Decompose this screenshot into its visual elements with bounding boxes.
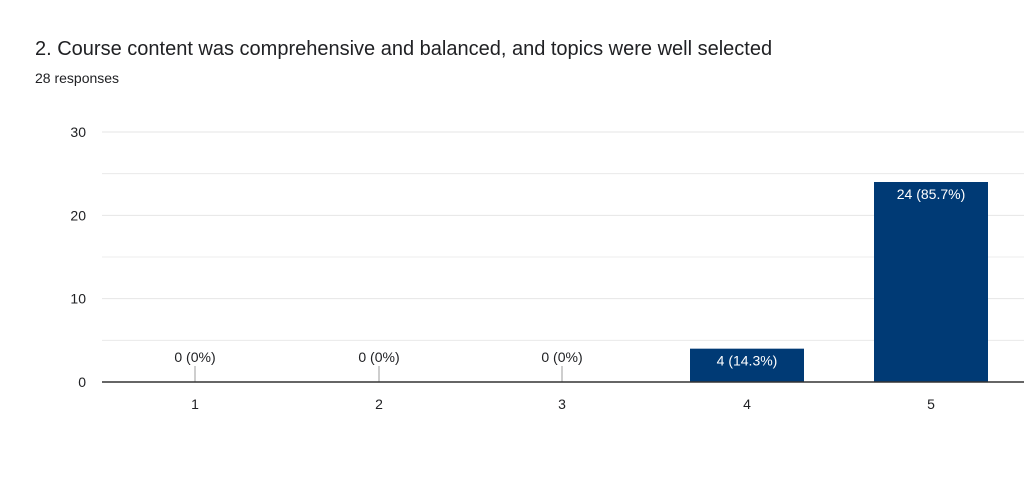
x-tick-label: 4 [743, 396, 751, 412]
x-tick-label: 2 [375, 396, 383, 412]
response-count: 28 responses [35, 70, 120, 86]
x-tick-label: 1 [191, 396, 199, 412]
y-tick-label: 0 [78, 374, 86, 390]
y-tick-label: 30 [70, 124, 86, 140]
data-label: 24 (85.7%) [897, 186, 965, 202]
data-label: 0 (0%) [174, 349, 215, 365]
y-tick-label: 20 [70, 207, 86, 223]
y-tick-label: 10 [70, 291, 86, 307]
data-label: 0 (0%) [541, 349, 582, 365]
x-tick-label: 3 [558, 396, 566, 412]
bar [690, 348, 804, 382]
data-label: 4 (14.3%) [717, 353, 778, 369]
data-label: 0 (0%) [358, 349, 399, 365]
x-tick-label: 5 [927, 396, 935, 412]
bar [874, 182, 988, 382]
question-title: 2. Course content was comprehensive and … [35, 38, 773, 60]
